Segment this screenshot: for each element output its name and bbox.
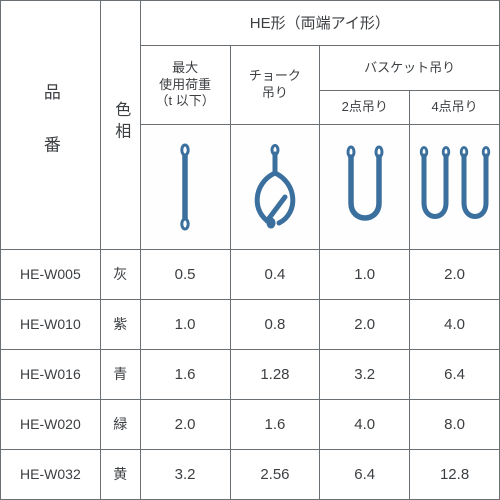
product-char1: 品 (41, 83, 60, 109)
table-row: HE-W016青1.61.283.26.4 (1, 349, 500, 399)
cell-v1: 1.0 (140, 299, 230, 349)
cell-v4: 8.0 (410, 399, 500, 449)
cell-code: HE-W032 (1, 449, 101, 499)
choke-l1: チョーク (249, 68, 301, 83)
table-row: HE-W032黄3.22.566.412.8 (1, 449, 500, 499)
group-main-text: HE形（両端アイ形） (250, 15, 390, 32)
cell-v2: 1.28 (230, 349, 320, 399)
choke-l2: 吊り (262, 85, 288, 100)
basket-2pt-text: 2点吊り (342, 99, 388, 114)
cell-v4: 2.0 (410, 249, 500, 299)
cell-v4: 4.0 (410, 299, 500, 349)
product-char2: 番 (41, 136, 60, 162)
cell-v1: 2.0 (140, 399, 230, 449)
sub-header-basket-4pt: 4点吊り (410, 90, 500, 124)
sub-header-choke: チョーク 吊り (230, 45, 320, 124)
cell-code: HE-W016 (1, 349, 101, 399)
table-row: HE-W005灰0.50.41.02.0 (1, 249, 500, 299)
sling-basket-2pt-icon (337, 143, 393, 231)
cell-v3: 4.0 (320, 399, 410, 449)
cell-v1: 0.5 (140, 249, 230, 299)
col-header-color: 色相 (100, 1, 140, 250)
table-row: HE-W020緑2.01.64.08.0 (1, 399, 500, 449)
cell-v2: 1.6 (230, 399, 320, 449)
cell-v4: 6.4 (410, 349, 500, 399)
sub-header-basket: バスケット吊り (320, 45, 500, 90)
cell-color: 黄 (100, 449, 140, 499)
icon-cell-straight (140, 124, 230, 249)
sling-straight-icon (167, 143, 203, 231)
icon-cell-choke (230, 124, 320, 249)
group-header-main: HE形（両端アイ形） (140, 1, 499, 46)
cell-code: HE-W010 (1, 299, 101, 349)
icon-cell-basket-2pt (320, 124, 410, 249)
cell-color: 灰 (100, 249, 140, 299)
cell-v3: 1.0 (320, 249, 410, 299)
cell-v1: 1.6 (140, 349, 230, 399)
maxload-l3: （t 以下） (155, 93, 214, 108)
basket-4pt-text: 4点吊り (431, 99, 477, 114)
sling-choke-icon (245, 143, 305, 231)
col-header-product: 品あ番 (1, 1, 101, 250)
cell-v3: 3.2 (320, 349, 410, 399)
table-row: HE-W010紫1.00.82.04.0 (1, 299, 500, 349)
cell-code: HE-W005 (1, 249, 101, 299)
cell-v3: 2.0 (320, 299, 410, 349)
cell-v2: 2.56 (230, 449, 320, 499)
cell-code: HE-W020 (1, 399, 101, 449)
icon-cell-basket-4pt (410, 124, 500, 249)
cell-v2: 0.8 (230, 299, 320, 349)
basket-text: バスケット吊り (364, 60, 455, 75)
color-label: 色相 (108, 101, 132, 144)
sub-header-maxload: 最大 使用荷重 （t 以下） (140, 45, 230, 124)
maxload-l1: 最大 (172, 60, 198, 75)
maxload-l2: 使用荷重 (159, 77, 211, 92)
cell-color: 紫 (100, 299, 140, 349)
cell-color: 青 (100, 349, 140, 399)
spec-table: 品あ番 色相 HE形（両端アイ形） 最大 使用荷重 （t 以下） チョーク 吊り… (0, 0, 500, 500)
cell-color: 緑 (100, 399, 140, 449)
cell-v1: 3.2 (140, 449, 230, 499)
cell-v2: 0.4 (230, 249, 320, 299)
sub-header-basket-2pt: 2点吊り (320, 90, 410, 124)
cell-v3: 6.4 (320, 449, 410, 499)
cell-v4: 12.8 (410, 449, 500, 499)
sling-basket-4pt-icon (414, 143, 496, 231)
table-wrap: { "colors": { "stroke": "#6a6f73", "text… (0, 0, 500, 500)
